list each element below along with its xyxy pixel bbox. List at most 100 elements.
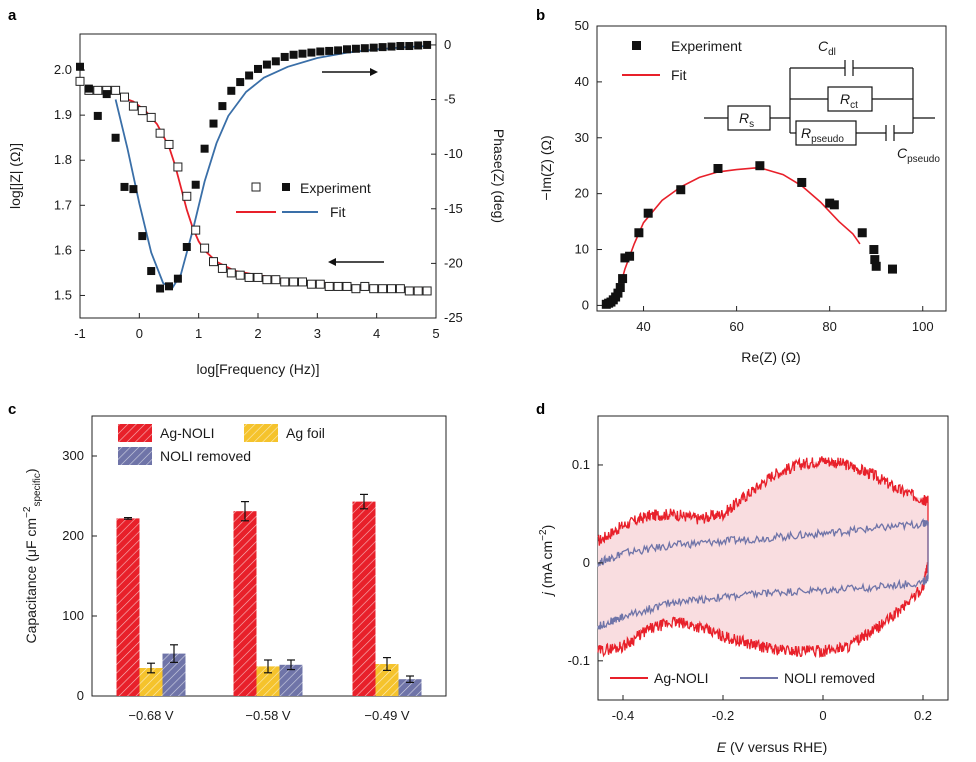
panel-a-phase-point	[165, 282, 173, 291]
panel-b-experiment-point	[871, 261, 881, 271]
panel-a-ytick-right-label: -15	[444, 201, 463, 216]
panel-a-impedance-point	[395, 284, 405, 294]
panel-c-ytick-label: 100	[62, 608, 84, 623]
panel-c-xtick-label: −0.49 V	[364, 708, 410, 723]
panel-a-impedance-point	[262, 275, 272, 285]
panel-d-trace-ag-noli-anodic	[597, 456, 929, 546]
panel-a-impedance-point	[271, 275, 281, 285]
panel-a-impedance-point	[315, 279, 325, 289]
panel-b-experiment-point	[829, 200, 839, 210]
panel-a-impedance-point	[333, 281, 343, 291]
panel-a-phase-point	[111, 133, 120, 142]
panel-b-experiment-point	[615, 283, 625, 293]
panel-a-xtick-label: 1	[195, 326, 202, 341]
panel-a-arrowhead-right	[370, 68, 378, 76]
panel-b-experiment-point	[643, 208, 653, 218]
panel-c-legend-ag-foil: Ag foil	[286, 425, 325, 441]
panel-label-d: d	[536, 401, 545, 418]
panel-a-ytick-left-label: 1.5	[54, 287, 72, 302]
panel-label-a: a	[8, 7, 17, 24]
panel-b-xlabel: Re(Z) (Ω)	[741, 349, 800, 365]
panel-d-ytick-label: -0.1	[568, 653, 590, 668]
panel-c-bar-ag-noli	[233, 511, 257, 696]
panel-d-trace-noli-removed-cathodic	[597, 574, 929, 630]
panel-a-impedance-point	[209, 257, 218, 267]
panel-a-impedance-point	[422, 286, 432, 296]
panel-a-arrowhead-left	[328, 258, 336, 266]
panel-b-experiment-point	[713, 164, 723, 173]
panel-b-experiment-point	[676, 185, 686, 195]
panel-a-impedance-point	[289, 277, 299, 287]
panel-a-phase-point	[289, 50, 298, 59]
circuit-label-cpseudo: Cpseudo	[897, 145, 940, 165]
panel-a-ytick-right-label: -5	[444, 92, 456, 107]
panel-a-impedance-point	[111, 85, 121, 95]
panel-b-ylabel: −Im(Z) (Ω)	[538, 135, 554, 200]
panel-d-xlabel: E (V versus RHE)	[717, 739, 827, 755]
panel-a-fit-line	[121, 96, 428, 291]
panel-a-phase-point	[209, 119, 218, 128]
panel-c-bar-ag-noli	[116, 518, 140, 696]
panel-a-impedance-point	[146, 112, 156, 122]
panel-b-fit-line	[605, 167, 861, 307]
panel-a-phase-point	[84, 84, 93, 93]
panel-c-legend-noli-removed: NOLI removed	[160, 448, 251, 464]
panel-a-chart: -1 0 1 2 3 4 51.51.61.71.81.92.00-5-10-15-20-2…	[7, 33, 507, 377]
panel-c-legend-swatch-ag-foil	[244, 424, 278, 442]
panel-d-trace-noli-removed-anodic	[597, 518, 929, 567]
panel-d-legend-ag-noli: Ag-NOLI	[654, 670, 708, 686]
panel-a-xtick-label: -1	[74, 326, 86, 341]
panel-b-xtick-label: 100	[912, 319, 934, 334]
panel-b-legend-fit: Fit	[671, 67, 687, 83]
panel-b-ytick-label: 20	[575, 186, 589, 201]
panel-d-xtick-label: 0	[819, 708, 826, 723]
panel-a-impedance-point	[235, 270, 245, 280]
panel-c-legend-swatch-ag-noli	[118, 424, 152, 442]
panel-a-impedance-point	[342, 281, 352, 291]
panel-a-xtick-label: 3	[314, 326, 321, 341]
panel-a-phase-point	[138, 232, 147, 241]
panel-a-phase-point	[360, 44, 369, 53]
panel-b-frame	[596, 25, 947, 312]
panel-a-impedance-point	[182, 191, 192, 201]
circuit-label-rpseudo: Rpseudo	[801, 125, 844, 145]
panel-c-bar-ag-foil	[139, 668, 163, 696]
panel-d-xtick-label: 0.2	[914, 708, 932, 723]
panel-a-phase-point	[343, 45, 351, 54]
panel-b-experiment-point	[870, 255, 880, 265]
circuit-label-rs: Rs	[739, 110, 754, 130]
panel-a-phase-point	[254, 64, 262, 73]
panel-a-phase-point	[351, 44, 360, 53]
panel-d-xtick-label: -0.4	[612, 708, 634, 723]
panel-c-legend-ag-noli: Ag-NOLI	[160, 425, 214, 441]
panel-a-xlabel: log[Frequency (Hz)]	[197, 361, 320, 377]
panel-b-experiment-point	[869, 245, 879, 255]
circuit-label-rct: Rct	[840, 91, 858, 111]
panel-c-chart: 0 100 200 300 −0.68 V −0.58 V −0.49 V Capacita…	[22, 415, 447, 723]
panel-a-phase-point	[191, 180, 200, 189]
panel-a-impedance-point	[413, 286, 423, 296]
panel-c-ytick-label: 0	[77, 688, 84, 703]
panel-a-phase-point	[334, 46, 343, 55]
panel-b-legend-marker	[632, 41, 641, 50]
panel-b-experiment-point	[613, 288, 623, 298]
panel-d-ytick-label: 0	[583, 555, 590, 570]
panel-c-legend-swatch-noli-removed	[118, 447, 152, 465]
panel-a-phase-point	[129, 185, 138, 194]
panel-a-impedance-point	[173, 162, 183, 172]
panel-a-phase-point	[156, 284, 165, 293]
panel-c-bar-ag-noli	[352, 501, 376, 696]
panel-a-xtick-label: 2	[254, 326, 261, 341]
panel-b-ytick-label: 0	[582, 297, 589, 312]
panel-a-phase-point	[423, 40, 432, 49]
panel-a-phase-point	[298, 49, 307, 58]
panel-a-phase-point	[227, 86, 236, 95]
panel-c-xtick-label: −0.68 V	[128, 708, 174, 723]
panel-b-xtick-label: 60	[729, 319, 743, 334]
panel-c-bar-noli-removed	[279, 664, 303, 696]
panel-a-impedance-point	[253, 272, 263, 282]
panel-a-phase-point	[200, 144, 209, 153]
panel-c-bar-ag-foil	[375, 664, 399, 696]
panel-a-impedance-point	[244, 272, 254, 282]
